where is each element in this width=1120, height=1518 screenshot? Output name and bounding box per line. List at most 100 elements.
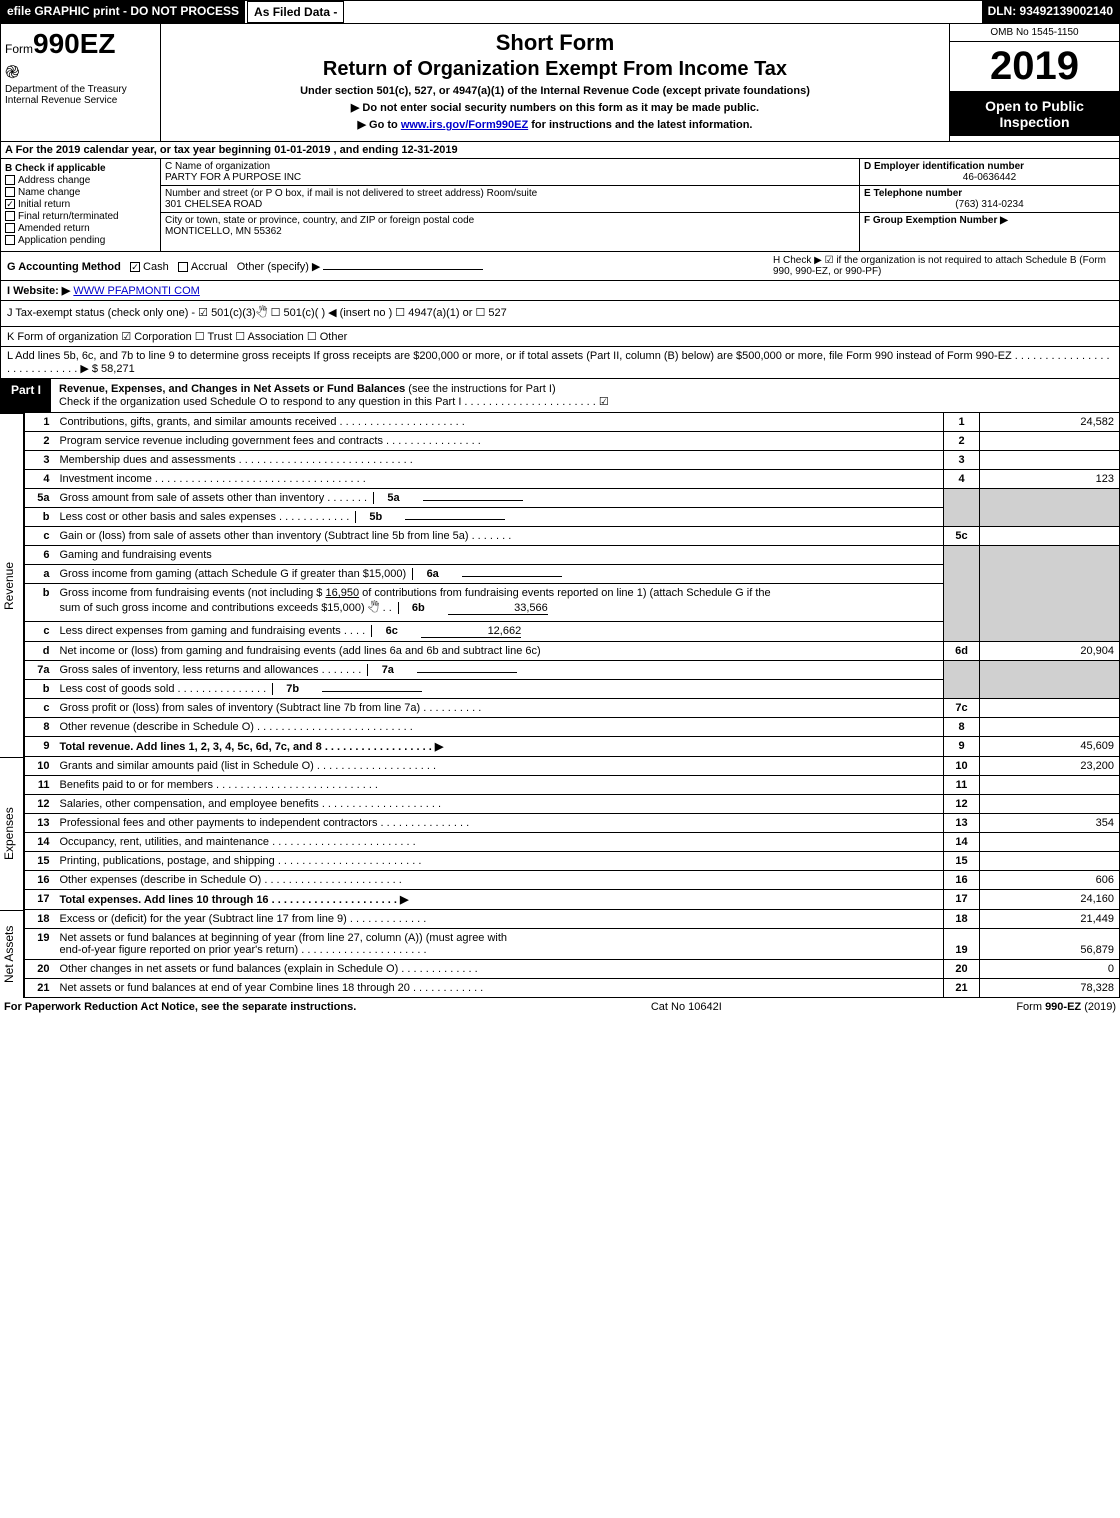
row-8: 8Other revenue (describe in Schedule O) … [25,718,1120,737]
netassets-section: Net Assets 18Excess or (deficit) for the… [0,910,1120,998]
part1-title-bold: Revenue, Expenses, and Changes in Net As… [59,383,405,395]
org-city-block: City or town, state or province, country… [161,213,859,239]
g-cash: Cash [143,261,169,273]
chk-address-label: Address change [18,175,90,186]
row-11: 11Benefits paid to or for members . . . … [25,776,1120,795]
row-a: A For the 2019 calendar year, or tax yea… [0,142,1120,159]
side-netassets: Net Assets [0,910,24,998]
chk-final: Final return/terminated [5,211,156,222]
treasury-seal-icon: ֎ [5,60,156,84]
row-1: 1Contributions, gifts, grants, and simil… [25,413,1120,432]
row-14: 14Occupancy, rent, utilities, and mainte… [25,833,1120,852]
chk-amended: Amended return [5,223,156,234]
i-label: I Website: ▶ [7,284,70,297]
row-5c: cGain or (loss) from sale of assets othe… [25,527,1120,546]
instruction-2: ▶ Go to www.irs.gov/Form990EZ for instru… [167,118,943,131]
chk-name: Name change [5,187,156,198]
row-20: 20Other changes in net assets or fund ba… [25,960,1120,979]
row-13: 13Professional fees and other payments t… [25,814,1120,833]
g-label: G Accounting Method [7,261,121,273]
f-label: F Group Exemption Number ▶ [864,215,1008,226]
line-l: L Add lines 5b, 6c, and 7b to line 9 to … [0,347,1120,379]
header-right: OMB No 1545-1150 2019 Open to Public Ins… [949,24,1119,141]
part1-title-note: (see the instructions for Part I) [405,383,555,395]
line-i: I Website: ▶ WWW PFAPMONTI COM [0,281,1120,301]
row-9: 9Total revenue. Add lines 1, 2, 3, 4, 5c… [25,737,1120,757]
e-label: E Telephone number [864,188,1115,199]
row-5a: 5aGross amount from sale of assets other… [25,489,1120,508]
header-left: Form990EZ ֎ Department of the Treasury I… [1,24,161,141]
dln-label: DLN: 93492139002140 [982,1,1119,23]
form-number: Form990EZ [5,28,156,60]
irs-link[interactable]: www.irs.gov/Form990EZ [401,119,528,131]
asfiled-label: As Filed Data - [247,1,344,23]
chk-pending: Application pending [5,235,156,246]
g-accrual: Accrual [191,261,228,273]
section-bcdef: B Check if applicable Address change Nam… [0,159,1120,252]
col-c: C Name of organization PARTY FOR A PURPO… [161,159,859,251]
tax-year: 2019 [950,42,1119,92]
row-15: 15Printing, publications, postage, and s… [25,852,1120,871]
part1-header: Part I Revenue, Expenses, and Changes in… [0,379,1120,413]
d-label: D Employer identification number [864,161,1115,172]
c-city-value: MONTICELLO, MN 55362 [165,226,855,237]
row-16: 16Other expenses (describe in Schedule O… [25,871,1120,890]
footer-right: Form 990-EZ (2019) [1016,1001,1116,1013]
col-def: D Employer identification number 46-0636… [859,159,1119,251]
website-link[interactable]: WWW PFAPMONTI COM [73,285,199,297]
dept-label: Department of the Treasury [5,84,156,95]
part1-check-line: Check if the organization used Schedule … [59,396,609,408]
omb-number: OMB No 1545-1150 [950,24,1119,42]
org-addr-block: Number and street (or P O box, if mail i… [161,186,859,213]
chk-final-label: Final return/terminated [18,211,119,222]
part1-title: Revenue, Expenses, and Changes in Net As… [51,379,1119,412]
c-name-label: C Name of organization [165,161,855,172]
row-6: 6Gaming and fundraising events [25,546,1120,565]
form-number-big: 990EZ [33,28,116,59]
row-17: 17Total expenses. Add lines 10 through 1… [25,890,1120,910]
l-amount: 58,271 [101,363,135,375]
chk-address: Address change [5,175,156,186]
chk-name-label: Name change [18,187,80,198]
g-block: G Accounting Method ✓Cash Accrual Other … [7,260,483,273]
chk-initial-label: Initial return [18,199,70,210]
c-addr-value: 301 CHELSEA ROAD [165,199,855,210]
c-name-value: PARTY FOR A PURPOSE INC [165,172,855,183]
part1-tab: Part I [1,379,51,412]
col-b: B Check if applicable Address change Nam… [1,159,161,251]
footer-mid: Cat No 10642I [651,1001,722,1013]
short-form-title: Short Form [167,30,943,56]
efile-label: efile GRAPHIC print - DO NOT PROCESS [1,1,247,23]
j-text: J Tax-exempt status (check only one) - ☑… [7,304,507,323]
ein-block: D Employer identification number 46-0636… [860,159,1119,186]
row-21: 21Net assets or fund balances at end of … [25,979,1120,998]
d-value: 46-0636442 [864,172,1115,183]
header-center: Short Form Return of Organization Exempt… [161,24,949,141]
instruction-1: ▶ Do not enter social security numbers o… [167,101,943,114]
page-footer: For Paperwork Reduction Act Notice, see … [0,998,1120,1016]
line-gh: G Accounting Method ✓Cash Accrual Other … [0,252,1120,281]
b-label: B Check if applicable [5,163,156,174]
phone-block: E Telephone number (763) 314-0234 [860,186,1119,213]
top-bar: efile GRAPHIC print - DO NOT PROCESS As … [0,0,1120,24]
row-4: 4Investment income . . . . . . . . . . .… [25,470,1120,489]
chk-initial: ✓Initial return [5,199,156,210]
l-text: L Add lines 5b, 6c, and 7b to line 9 to … [7,350,1110,375]
revenue-table: 1Contributions, gifts, grants, and simil… [24,413,1120,757]
instr2-post: for instructions and the latest informat… [528,119,752,131]
h-block: H Check ▶ ☑ if the organization is not r… [773,255,1113,277]
row-7a: 7aGross sales of inventory, less returns… [25,661,1120,680]
form-prefix: Form [5,42,33,56]
e-value: (763) 314-0234 [864,199,1115,210]
c-city-label: City or town, state or province, country… [165,215,855,226]
line-j: J Tax-exempt status (check only one) - ☑… [0,301,1120,327]
org-name-block: C Name of organization PARTY FOR A PURPO… [161,159,859,186]
footer-left: For Paperwork Reduction Act Notice, see … [4,1001,356,1013]
row-10: 10Grants and similar amounts paid (list … [25,757,1120,776]
expenses-section: Expenses 10Grants and similar amounts pa… [0,757,1120,910]
irs-label: Internal Revenue Service [5,95,156,106]
side-expenses: Expenses [0,757,24,910]
form-header: Form990EZ ֎ Department of the Treasury I… [0,24,1120,142]
group-exemption-block: F Group Exemption Number ▶ [860,213,1119,228]
expenses-table: 10Grants and similar amounts paid (list … [24,757,1120,910]
